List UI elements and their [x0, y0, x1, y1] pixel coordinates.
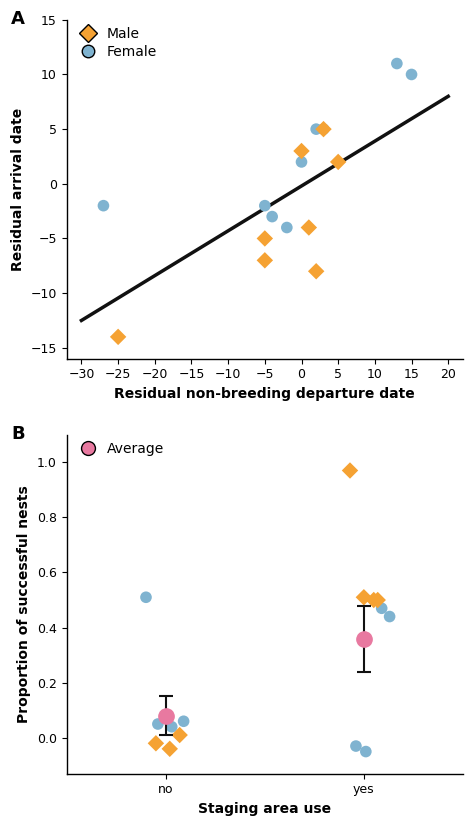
- Point: [362, 745, 370, 758]
- Point: [176, 729, 183, 742]
- Point: [154, 717, 162, 730]
- Point: [305, 221, 313, 234]
- Text: B: B: [11, 424, 25, 442]
- X-axis label: Staging area use: Staging area use: [198, 802, 331, 816]
- Point: [312, 122, 320, 136]
- Point: [320, 122, 328, 136]
- Y-axis label: Proportion of successful nests: Proportion of successful nests: [18, 485, 31, 723]
- Point: [268, 210, 276, 223]
- Point: [408, 68, 415, 81]
- Y-axis label: Residual arrival date: Residual arrival date: [11, 108, 25, 271]
- Point: [370, 594, 378, 607]
- Point: [180, 715, 187, 728]
- Point: [374, 594, 382, 607]
- Point: [320, 122, 328, 136]
- Point: [386, 610, 393, 624]
- Point: [312, 265, 320, 278]
- Point: [360, 590, 368, 604]
- Point: [168, 720, 175, 734]
- Point: [100, 199, 107, 213]
- Point: [298, 155, 305, 169]
- X-axis label: Residual non-breeding departure date: Residual non-breeding departure date: [114, 387, 415, 401]
- Text: A: A: [11, 10, 25, 27]
- Point: [142, 590, 150, 604]
- Point: [166, 742, 173, 755]
- Point: [283, 221, 291, 234]
- Point: [261, 232, 269, 245]
- Legend: Average: Average: [74, 442, 164, 456]
- Point: [393, 57, 401, 70]
- Point: [152, 737, 160, 750]
- Point: [261, 199, 269, 213]
- Point: [261, 254, 269, 267]
- Point: [114, 330, 122, 343]
- Point: [298, 145, 305, 158]
- Point: [378, 602, 385, 615]
- Point: [334, 155, 342, 169]
- Point: [352, 739, 360, 753]
- Legend: Male, Female: Male, Female: [74, 26, 157, 59]
- Point: [346, 464, 354, 477]
